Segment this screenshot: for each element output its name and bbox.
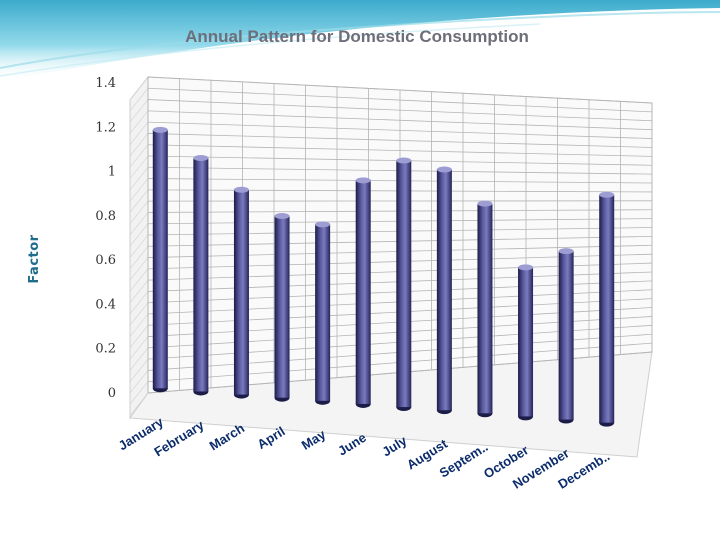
- side-grid-line: [129, 268, 149, 292]
- bar-body: [477, 203, 493, 414]
- bar: [599, 191, 615, 427]
- side-grid-line: [129, 257, 149, 281]
- bar-top: [436, 166, 452, 173]
- bar-top: [233, 186, 249, 193]
- y-tick-label: 1.4: [95, 76, 116, 91]
- side-grid-line: [129, 347, 149, 371]
- bar: [518, 264, 534, 421]
- side-grid-line: [129, 167, 149, 190]
- bar-body: [558, 251, 574, 420]
- bar: [396, 157, 412, 412]
- side-grid-line: [129, 99, 149, 123]
- side-grid-line: [129, 358, 149, 382]
- bar-top: [558, 248, 574, 255]
- bar-body: [518, 267, 534, 417]
- side-grid-line: [129, 313, 149, 337]
- y-tick-label: 0.2: [95, 342, 116, 357]
- side-grid-line: [129, 370, 149, 394]
- side-grid-line: [129, 76, 149, 100]
- bar-top: [518, 264, 534, 271]
- y-tick-label: 1: [108, 165, 116, 180]
- bar-series: [152, 126, 615, 427]
- side-grid-line: [129, 200, 149, 224]
- bar: [355, 177, 371, 408]
- side-grid-line: [129, 88, 149, 111]
- bar-body: [315, 224, 331, 401]
- y-axis-label: Factor: [27, 234, 42, 283]
- side-grid-line: [129, 121, 149, 145]
- bar-top: [355, 177, 371, 184]
- y-tick-label: 0.4: [95, 297, 116, 312]
- side-grid-line: [129, 279, 149, 303]
- bar-top: [152, 126, 168, 133]
- bar: [274, 212, 290, 402]
- y-tick-label: 0: [108, 386, 116, 401]
- bar-body: [396, 160, 412, 408]
- bar-top: [599, 191, 615, 198]
- side-grid-line: [129, 336, 149, 360]
- bar-top: [477, 200, 493, 207]
- bar-body: [193, 158, 209, 392]
- bar-body: [355, 180, 371, 404]
- bar-body: [274, 215, 290, 398]
- side-grid-line: [129, 212, 149, 236]
- side-grid-line: [129, 291, 149, 315]
- bar: [193, 155, 209, 396]
- side-grid-line: [129, 302, 149, 326]
- bar: [477, 200, 493, 418]
- side-grid-line: [129, 133, 149, 157]
- side-grid-line: [129, 325, 149, 348]
- side-grid-line: [129, 381, 149, 405]
- bar-body: [436, 169, 452, 411]
- side-grid-line: [129, 144, 149, 168]
- bar: [436, 166, 452, 415]
- bar: [152, 126, 168, 393]
- bar-top: [396, 157, 412, 164]
- side-grid-line: [129, 392, 149, 416]
- bar: [558, 248, 574, 424]
- bar-top: [193, 155, 209, 162]
- header-decoration: [0, 0, 720, 82]
- side-grid-line: [129, 234, 149, 258]
- bar-body: [233, 189, 249, 395]
- side-grid-line: [129, 110, 149, 134]
- side-grid-line: [129, 189, 149, 213]
- side-grid-line: [129, 178, 149, 202]
- side-grid-line: [129, 223, 149, 247]
- bar-body: [152, 129, 168, 389]
- y-tick-label: 0.6: [95, 253, 116, 268]
- y-axis-ticks: 0 0.2 0.4 0.6 0.8 1 1.2 1.4: [95, 76, 116, 401]
- bar: [315, 221, 331, 405]
- side-grid-line: [129, 246, 149, 269]
- bar-body: [599, 194, 615, 423]
- chart-title: Annual Pattern for Domestic Consumption: [185, 27, 529, 46]
- bar: [233, 186, 249, 399]
- side-grid-line: [129, 155, 149, 179]
- y-tick-label: 0.8: [95, 209, 116, 224]
- bar-top: [315, 221, 331, 228]
- bar-top: [274, 212, 290, 219]
- y-tick-label: 1.2: [95, 120, 116, 135]
